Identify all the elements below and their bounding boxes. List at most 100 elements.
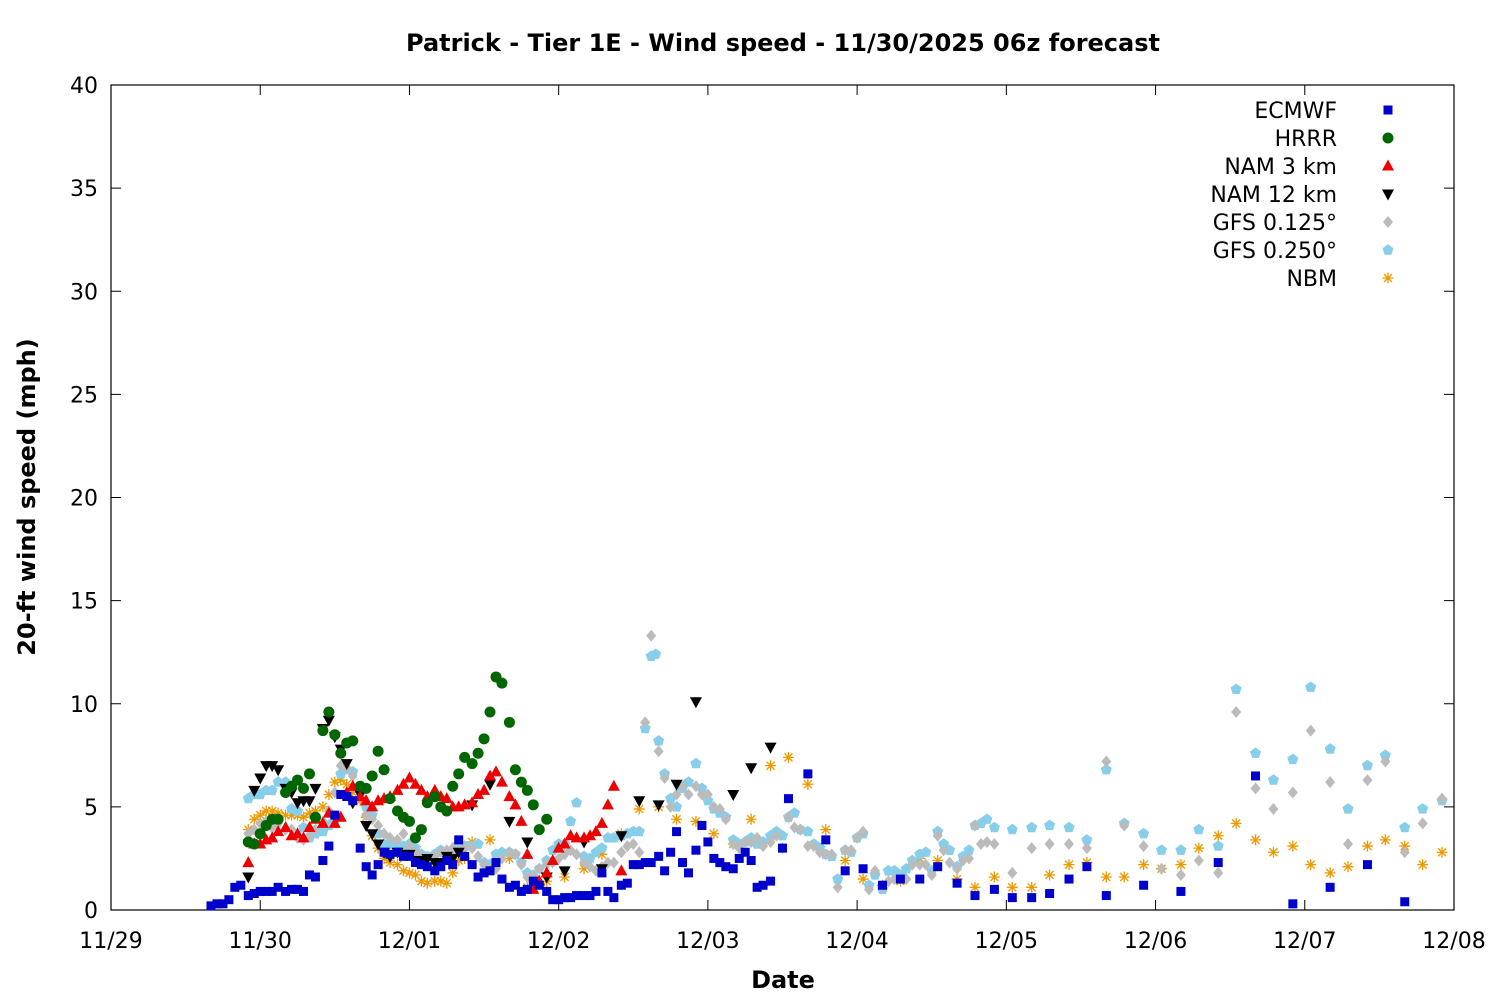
- point-ecmwf: [410, 858, 420, 868]
- point-ecmwf: [877, 880, 887, 890]
- point-nbm: [839, 855, 851, 866]
- point-gfs-0-125: [752, 831, 763, 844]
- point-gfs-0-250: [832, 873, 844, 884]
- point-nbm: [1417, 859, 1429, 871]
- point-nbm: [820, 824, 832, 836]
- point-nbm: [765, 760, 777, 772]
- point-ecmwf: [1045, 889, 1055, 898]
- point-nam-3-km: [266, 831, 279, 843]
- point-hrrr: [415, 824, 427, 836]
- point-gfs-0-250: [1287, 753, 1299, 765]
- point-nbm: [802, 778, 814, 790]
- point-gfs-0-125: [840, 844, 851, 857]
- point-ecmwf: [430, 866, 440, 876]
- point-nam-12-km: [421, 853, 434, 865]
- point-ecmwf: [212, 899, 222, 909]
- point-hrrr: [309, 811, 321, 823]
- point-gfs-0-125: [510, 848, 521, 861]
- point-ecmwf: [1362, 860, 1372, 870]
- point-hrrr: [317, 725, 329, 737]
- point-ecmwf: [281, 886, 291, 896]
- point-ecmwf: [393, 847, 403, 857]
- legend-label-nbm: NBM: [1286, 267, 1337, 292]
- point-nbm: [341, 778, 353, 790]
- point-ecmwf: [715, 858, 725, 868]
- point-ecmwf: [1082, 862, 1092, 872]
- point-hrrr: [372, 745, 384, 757]
- point-ecmwf: [255, 886, 265, 896]
- point-nam-3-km: [466, 796, 479, 808]
- y-tick-label: 25: [70, 383, 98, 408]
- point-nam-12-km: [272, 765, 285, 777]
- point-nam-12-km: [242, 872, 255, 884]
- point-nbm: [347, 786, 359, 798]
- point-hrrr: [329, 729, 341, 741]
- x-tick-label: 12/01: [378, 929, 441, 954]
- point-ecmwf: [622, 878, 632, 888]
- point-ecmwf: [597, 868, 607, 878]
- point-nbm: [254, 809, 266, 821]
- chart-title: Patrick - Tier 1E - Wind speed - 11/30/2…: [406, 29, 1160, 57]
- point-nam-3-km: [589, 825, 602, 837]
- x-tick-label: 12/08: [1422, 929, 1485, 954]
- point-nbm: [1379, 834, 1391, 846]
- point-ecmwf: [591, 886, 601, 896]
- point-ecmwf: [628, 860, 638, 870]
- point-nam-12-km: [745, 763, 758, 775]
- point-nam-3-km: [521, 847, 534, 859]
- point-ecmwf: [273, 882, 283, 892]
- point-gfs-0-125: [870, 864, 881, 877]
- point-ecmwf: [504, 882, 514, 892]
- point-ecmwf: [348, 796, 358, 806]
- point-ecmwf: [310, 872, 320, 882]
- point-ecmwf: [367, 870, 377, 880]
- point-gfs-0-125: [1007, 866, 1018, 879]
- point-hrrr: [509, 764, 521, 776]
- point-ecmwf: [236, 880, 246, 890]
- point-nam-12-km: [248, 785, 261, 797]
- point-ecmwf: [678, 858, 688, 868]
- point-gfs-0-125: [771, 829, 782, 842]
- y-axis: 0 5 10 15 20 25 30 35 40: [70, 74, 1454, 924]
- point-nam-12-km: [372, 839, 385, 851]
- point-ecmwf: [721, 862, 731, 872]
- point-gfs-0-125: [938, 844, 949, 857]
- point-gfs-0-250: [1138, 827, 1150, 839]
- point-nam-3-km: [303, 821, 316, 832]
- point-ecmwf: [989, 884, 999, 894]
- legend-marker-gfs-0-125: [1383, 216, 1393, 228]
- point-nbm: [309, 805, 321, 817]
- point-ecmwf: [336, 790, 346, 799]
- point-hrrr: [384, 793, 396, 805]
- point-ecmwf: [373, 860, 383, 870]
- point-hrrr: [441, 805, 453, 817]
- point-gfs-0-250: [920, 846, 932, 857]
- point-gfs-0-125: [392, 833, 403, 846]
- point-ecmwf: [660, 866, 670, 876]
- point-ecmwf: [766, 876, 776, 886]
- point-nbm: [1305, 859, 1317, 871]
- point-ecmwf: [287, 884, 297, 894]
- point-ecmwf: [560, 893, 570, 903]
- point-ecmwf: [473, 872, 483, 882]
- point-nbm: [421, 877, 433, 889]
- point-gfs-0-125: [1101, 755, 1112, 768]
- point-nam-3-km: [397, 777, 410, 789]
- legend-label-nam-12-km: NAM 12 km: [1210, 183, 1337, 208]
- point-ecmwf: [491, 858, 501, 868]
- point-ecmwf: [206, 901, 216, 911]
- point-ecmwf: [821, 835, 831, 845]
- point-nam-3-km: [540, 866, 553, 878]
- point-ecmwf: [654, 851, 664, 861]
- point-gfs-0-125: [1362, 774, 1373, 787]
- point-gfs-0-125: [373, 819, 384, 832]
- point-gfs-0-125: [758, 840, 769, 853]
- point-ecmwf: [646, 858, 656, 868]
- point-gfs-0-125: [964, 852, 975, 865]
- point-nam-12-km: [366, 829, 379, 841]
- point-ecmwf: [467, 860, 477, 870]
- point-gfs-0-125: [802, 840, 813, 853]
- point-nam-12-km: [558, 866, 571, 878]
- point-nam-3-km: [484, 769, 497, 781]
- point-hrrr: [421, 797, 433, 809]
